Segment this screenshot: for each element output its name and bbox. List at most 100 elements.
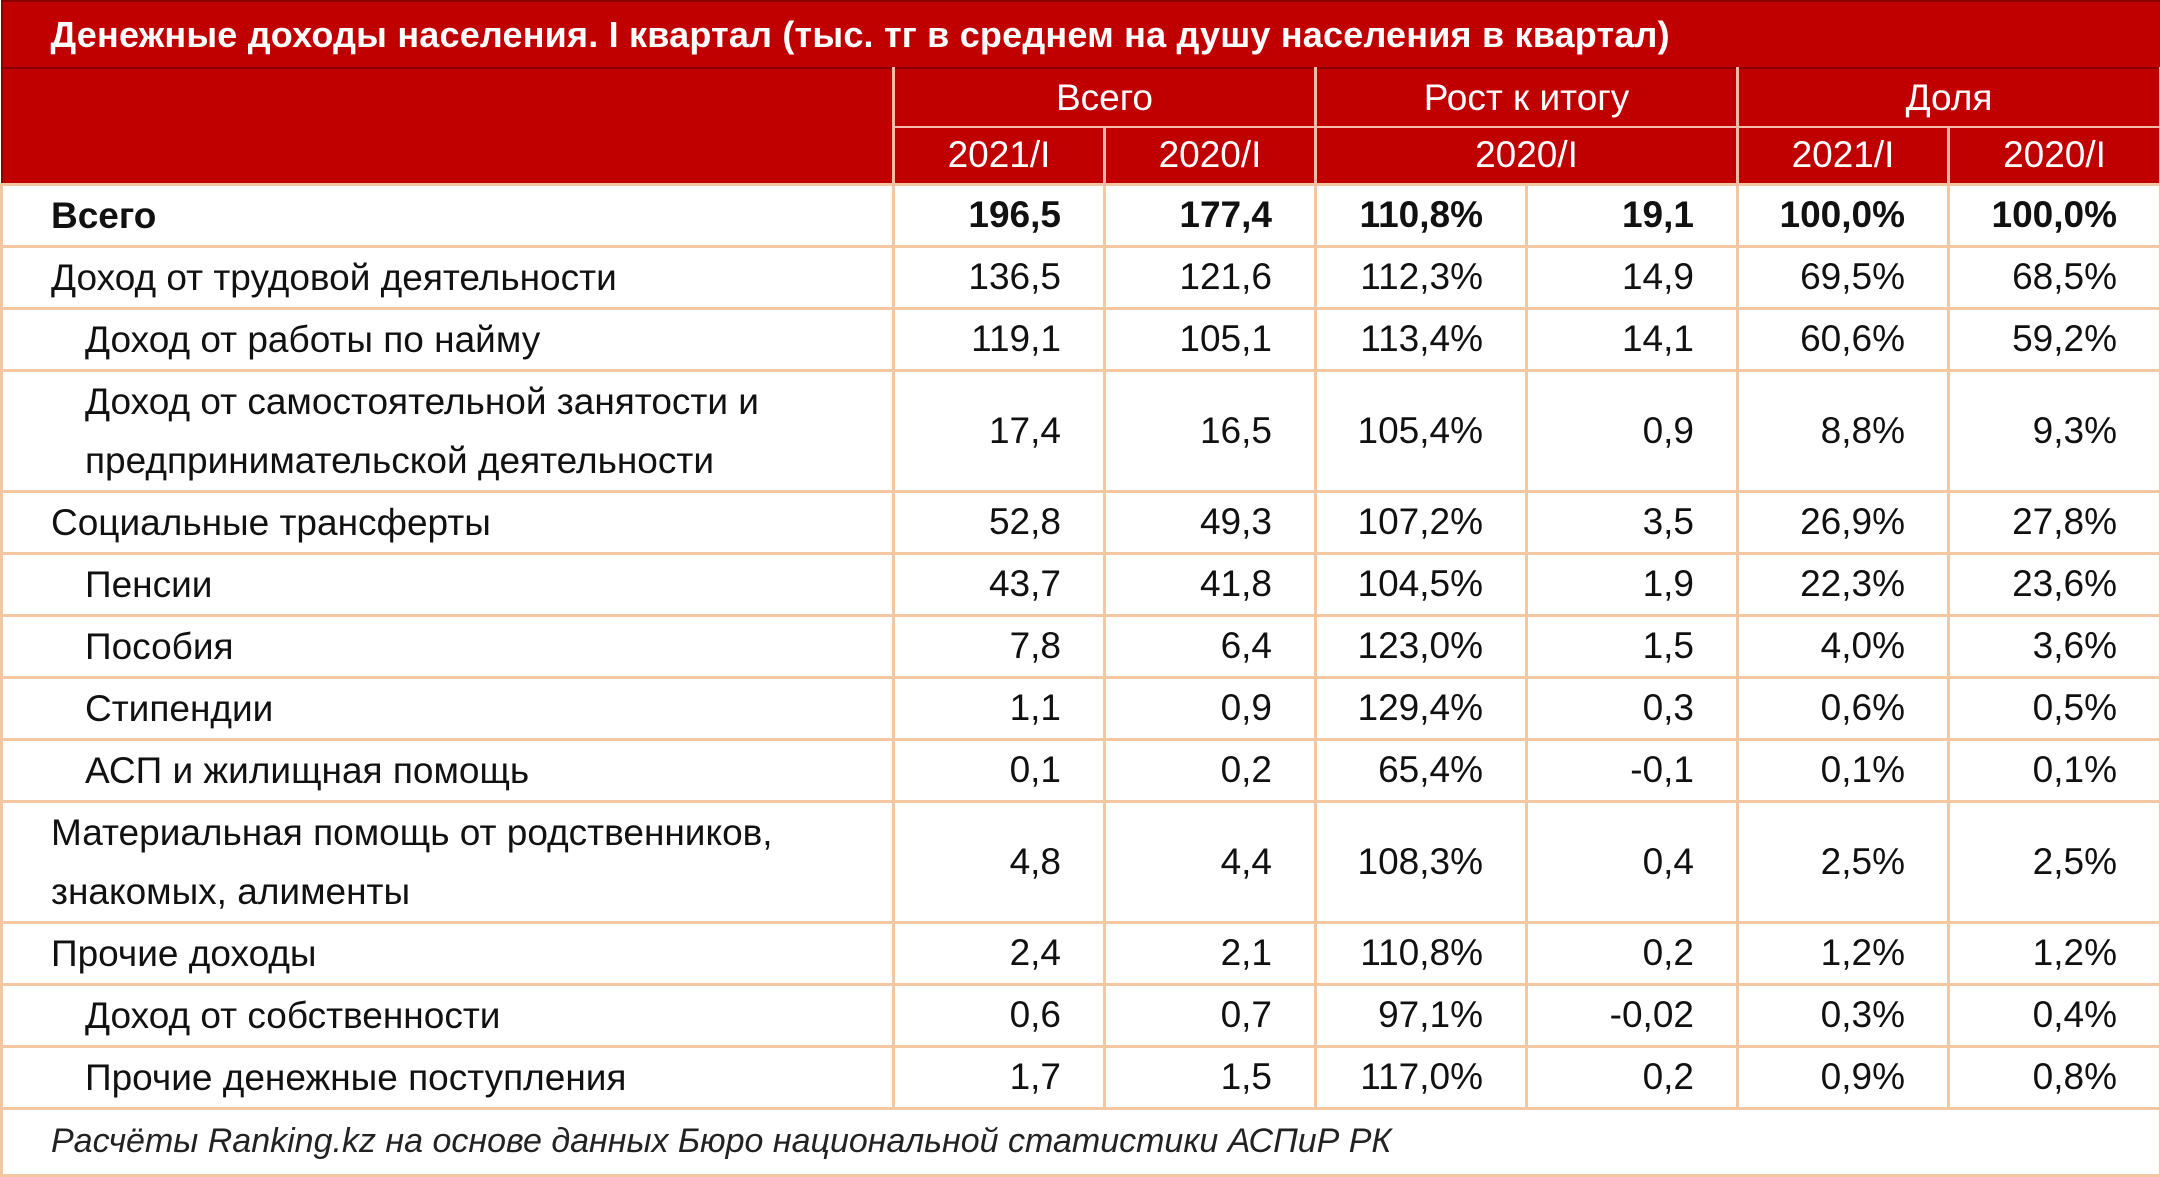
value-2021-cell: 7,8 <box>894 615 1105 677</box>
growth-pct-cell: 107,2% <box>1316 491 1527 553</box>
header-group-growth: Рост к итогу <box>1316 68 1738 127</box>
growth-abs-cell: 0,2 <box>1527 1046 1738 1108</box>
share-2021-cell: 26,9% <box>1738 491 1949 553</box>
share-2021-cell: 2,5% <box>1738 801 1949 922</box>
growth-abs-cell: 0,4 <box>1527 801 1738 922</box>
growth-abs-cell: 14,1 <box>1527 308 1738 370</box>
growth-pct-cell: 104,5% <box>1316 553 1527 615</box>
table-title: Денежные доходы населения. I квартал (ты… <box>2 1 2160 68</box>
value-2020-cell: 121,6 <box>1105 246 1316 308</box>
growth-abs-cell: -0,02 <box>1527 984 1738 1046</box>
growth-pct-cell: 65,4% <box>1316 739 1527 801</box>
header-total-2020: 2020/I <box>1105 127 1316 184</box>
source-note: Расчёты Ranking.kz на основе данных Бюро… <box>2 1108 2160 1175</box>
share-2021-cell: 69,5% <box>1738 246 1949 308</box>
value-2021-cell: 43,7 <box>894 553 1105 615</box>
growth-abs-cell: 1,5 <box>1527 615 1738 677</box>
share-2020-cell: 1,2% <box>1949 922 2160 984</box>
row-label: Прочие денежные поступления <box>2 1046 894 1108</box>
value-2020-cell: 105,1 <box>1105 308 1316 370</box>
share-2020-cell: 0,4% <box>1949 984 2160 1046</box>
growth-abs-cell: 14,9 <box>1527 246 1738 308</box>
share-2021-cell: 1,2% <box>1738 922 1949 984</box>
growth-abs-cell: 3,5 <box>1527 491 1738 553</box>
growth-abs-cell: -0,1 <box>1527 739 1738 801</box>
value-2020-cell: 0,7 <box>1105 984 1316 1046</box>
row-label: Пособия <box>2 615 894 677</box>
row-label: Доход от трудовой деятельности <box>2 246 894 308</box>
row-label: Стипендии <box>2 677 894 739</box>
growth-pct-cell: 113,4% <box>1316 308 1527 370</box>
growth-abs-cell: 0,3 <box>1527 677 1738 739</box>
growth-pct-cell: 108,3% <box>1316 801 1527 922</box>
value-2021-cell: 4,8 <box>894 801 1105 922</box>
value-2021-cell: 1,7 <box>894 1046 1105 1108</box>
row-label: Доход от самостоятельной занятости и пре… <box>2 370 894 491</box>
value-2020-cell: 1,5 <box>1105 1046 1316 1108</box>
share-2021-cell: 100,0% <box>1738 184 1949 246</box>
header-group-total: Всего <box>894 68 1316 127</box>
value-2020-cell: 0,2 <box>1105 739 1316 801</box>
share-2020-cell: 68,5% <box>1949 246 2160 308</box>
row-label: Пенсии <box>2 553 894 615</box>
share-2021-cell: 60,6% <box>1738 308 1949 370</box>
share-2021-cell: 22,3% <box>1738 553 1949 615</box>
growth-pct-cell: 123,0% <box>1316 615 1527 677</box>
header-group-share: Доля <box>1738 68 2160 127</box>
growth-abs-cell: 1,9 <box>1527 553 1738 615</box>
table-row: Материальная помощь от родственников, зн… <box>2 801 2160 922</box>
table-row: Доход от самостоятельной занятости и пре… <box>2 370 2160 491</box>
growth-abs-cell: 0,2 <box>1527 922 1738 984</box>
value-2020-cell: 4,4 <box>1105 801 1316 922</box>
row-label: Всего <box>2 184 894 246</box>
value-2021-cell: 0,6 <box>894 984 1105 1046</box>
value-2020-cell: 6,4 <box>1105 615 1316 677</box>
row-label: Материальная помощь от родственников, зн… <box>2 801 894 922</box>
value-2021-cell: 196,5 <box>894 184 1105 246</box>
growth-pct-cell: 110,8% <box>1316 922 1527 984</box>
value-2020-cell: 16,5 <box>1105 370 1316 491</box>
header-blank-cell <box>2 68 894 184</box>
growth-pct-cell: 112,3% <box>1316 246 1527 308</box>
share-2021-cell: 0,9% <box>1738 1046 1949 1108</box>
share-2021-cell: 0,1% <box>1738 739 1949 801</box>
share-2020-cell: 3,6% <box>1949 615 2160 677</box>
growth-pct-cell: 129,4% <box>1316 677 1527 739</box>
share-2021-cell: 0,3% <box>1738 984 1949 1046</box>
header-share-2021: 2021/I <box>1738 127 1949 184</box>
share-2020-cell: 27,8% <box>1949 491 2160 553</box>
share-2020-cell: 9,3% <box>1949 370 2160 491</box>
share-2021-cell: 8,8% <box>1738 370 1949 491</box>
share-2020-cell: 23,6% <box>1949 553 2160 615</box>
row-label: Доход от работы по найму <box>2 308 894 370</box>
share-2020-cell: 59,2% <box>1949 308 2160 370</box>
row-label: Доход от собственности <box>2 984 894 1046</box>
share-2020-cell: 2,5% <box>1949 801 2160 922</box>
value-2021-cell: 1,1 <box>894 677 1105 739</box>
row-label: Прочие доходы <box>2 922 894 984</box>
share-2020-cell: 0,1% <box>1949 739 2160 801</box>
header-growth-2020: 2020/I <box>1316 127 1738 184</box>
share-2020-cell: 0,8% <box>1949 1046 2160 1108</box>
value-2021-cell: 17,4 <box>894 370 1105 491</box>
share-2020-cell: 0,5% <box>1949 677 2160 739</box>
growth-pct-cell: 97,1% <box>1316 984 1527 1046</box>
value-2020-cell: 41,8 <box>1105 553 1316 615</box>
row-label: Социальные трансферты <box>2 491 894 553</box>
header-total-2021: 2021/I <box>894 127 1105 184</box>
growth-pct-cell: 117,0% <box>1316 1046 1527 1108</box>
growth-abs-cell: 0,9 <box>1527 370 1738 491</box>
income-table-figure: Денежные доходы населения. I квартал (ты… <box>0 0 2159 1133</box>
row-label: АСП и жилищная помощь <box>2 739 894 801</box>
